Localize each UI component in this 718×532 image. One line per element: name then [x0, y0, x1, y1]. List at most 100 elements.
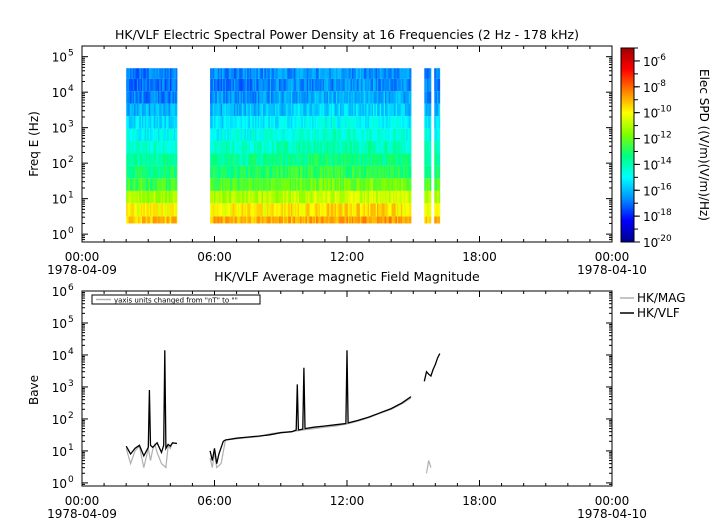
spectrogram-cell [235, 103, 237, 117]
spectrogram-cell [425, 190, 428, 204]
spectrogram-cell [263, 91, 265, 104]
spectrogram-cell [359, 68, 362, 79]
spectrogram-cell [367, 78, 370, 92]
spectrogram-cell [347, 153, 350, 166]
spectrogram-cell [282, 68, 285, 79]
spectrogram-cell [325, 178, 328, 191]
spectrogram-cell [363, 141, 366, 154]
spectrogram-cell [156, 165, 159, 179]
spectrogram-cell [156, 128, 159, 142]
spectrogram-cell [134, 128, 136, 142]
spectrogram-cell [353, 153, 355, 166]
spectrogram-cell [341, 190, 343, 204]
spectrogram-cell [285, 91, 288, 104]
spectrogram-cell [310, 190, 313, 204]
spectrogram-cell [309, 153, 312, 166]
spectrogram-cell [239, 103, 241, 117]
spectrogram-cell [312, 178, 314, 191]
spectrogram-cell [214, 203, 216, 217]
spectrogram-cell [172, 190, 175, 204]
spectrogram-cell [251, 216, 253, 224]
spectrogram-cell [390, 165, 392, 179]
magfield-title: HK/VLF Average magnetic Field Magnitude [214, 269, 480, 284]
spectrogram-cell [235, 165, 237, 179]
spectrogram-cell [293, 216, 296, 224]
spectrogram-cell [259, 116, 261, 129]
spectrogram-cell [272, 153, 275, 166]
spectrogram-cell [379, 116, 382, 129]
spectrogram-cell [252, 153, 255, 166]
spectrogram-cell [169, 103, 172, 117]
spectrogram-cell [290, 178, 293, 191]
spectrogram-cell [219, 190, 222, 204]
spectrogram-cell [355, 116, 358, 129]
spectrogram-cell [436, 116, 439, 129]
spectrogram-cell [255, 103, 257, 117]
spectrogram-cell [272, 91, 275, 104]
spectrogram-cell [386, 165, 389, 179]
spectrogram-cell [313, 103, 316, 117]
y-tick-label: 10 [52, 228, 67, 242]
spectrogram-cell [151, 165, 154, 179]
spectrogram-cell [428, 203, 430, 217]
spectrogram-cell [261, 116, 264, 129]
spectrogram-cell [248, 178, 251, 191]
spectrogram-cell [173, 91, 176, 104]
spectrogram-cell [148, 178, 151, 191]
spectrogram-cell [331, 153, 334, 166]
spectrogram-cell [365, 78, 367, 92]
spectrogram-cell [278, 216, 281, 224]
spectrogram-cell [342, 153, 345, 166]
spectrogram-cell [310, 178, 313, 191]
spectrogram-cell [247, 103, 249, 117]
spectrogram-cell [168, 91, 171, 104]
y-tick-label: 10 [52, 285, 67, 299]
spectrogram-cell [282, 165, 285, 179]
spectrogram-cell [267, 116, 269, 129]
spectrogram-cell [383, 78, 386, 92]
spectrogram-cell [267, 141, 269, 154]
spectrogram-cell [237, 68, 240, 79]
spectrogram-cell [300, 103, 302, 117]
spectrogram-cell [278, 128, 281, 142]
spectrogram-cell [369, 116, 371, 129]
y-tick-exponent: 4 [68, 347, 74, 357]
spectrogram-cell [371, 178, 374, 191]
spectrogram-cell [239, 178, 241, 191]
spectrogram-cell [281, 116, 284, 129]
spectrogram-cell [390, 190, 392, 204]
spectrogram-cell [278, 153, 281, 166]
spectrogram-cell [384, 141, 387, 154]
spectrogram-cell [165, 78, 168, 92]
spectrogram-cell [157, 141, 160, 154]
spectrogram-cell [286, 153, 289, 166]
spectrogram-cell [136, 216, 139, 224]
spectrogram-cell [271, 190, 273, 204]
spectrogram-cell [131, 103, 134, 117]
spectrogram-cell [267, 68, 269, 79]
spectrogram-cell [312, 103, 314, 117]
spectrogram-cell [228, 68, 231, 79]
spectrogram-cell [164, 165, 167, 179]
spectrogram-cell [260, 91, 263, 104]
spectrogram-cell [330, 190, 333, 204]
spectrogram-cell [268, 128, 271, 142]
magfield-ylabel: Bave [27, 375, 41, 405]
spectrogram-cell [236, 78, 239, 92]
spectrogram-cell [407, 103, 410, 117]
spectrogram-cell [244, 203, 247, 217]
spectrogram-cell [343, 91, 346, 104]
spectrogram-cell [220, 203, 223, 217]
spectrogram-cell [146, 91, 148, 104]
spectrogram-cell [290, 190, 293, 204]
spectrogram-cell [155, 68, 158, 79]
spectrogram-cell [398, 103, 400, 117]
spectrogram-cell [237, 203, 240, 217]
spectrogram-cell [292, 216, 294, 224]
spectrogram-cell [342, 178, 345, 191]
spectrogram-cell [398, 203, 400, 217]
spectrogram-cell [425, 128, 428, 142]
spectrogram-cell [359, 116, 362, 129]
spectrogram-cell [363, 103, 366, 117]
spectrogram-cell [357, 178, 359, 191]
